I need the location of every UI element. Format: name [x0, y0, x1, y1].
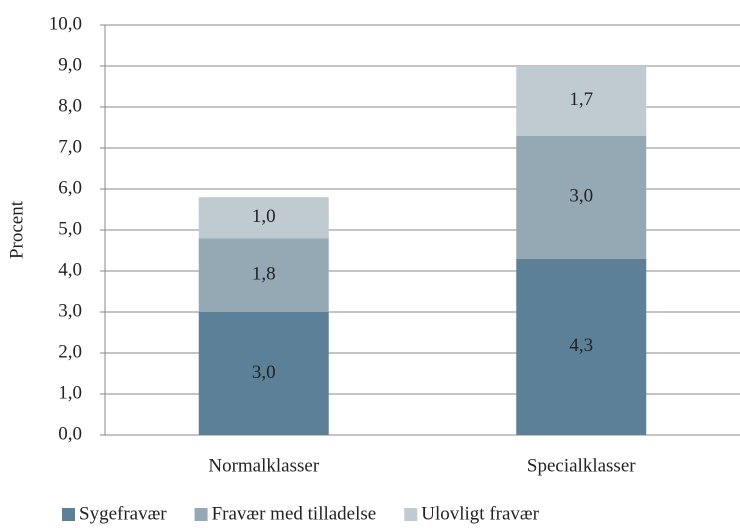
data-label: 4,3: [569, 335, 593, 356]
legend-swatch: [404, 508, 418, 521]
legend-label: Fravær med tilladelse: [212, 503, 377, 524]
bar-segment: [198, 238, 329, 312]
bar-segment: [198, 197, 329, 239]
data-label: 3,0: [569, 186, 593, 207]
y-tick-label: 7,0: [58, 136, 82, 157]
bar-segment: [198, 312, 329, 435]
bar-segment: [516, 135, 647, 259]
legend-label: Ulovligt fravær: [421, 503, 539, 524]
y-axis-label: Procent: [6, 200, 27, 259]
data-label: 1,0: [252, 206, 276, 227]
y-tick-label: 4,0: [58, 259, 82, 280]
data-label: 3,0: [252, 362, 276, 383]
bar-segment: [516, 66, 647, 136]
y-tick-label: 1,0: [58, 382, 82, 403]
legend-swatch: [194, 508, 208, 521]
y-tick-label: 0,0: [58, 423, 82, 444]
y-tick-label: 5,0: [58, 218, 82, 239]
y-tick-label: 9,0: [58, 54, 82, 75]
y-tick-label: 2,0: [58, 341, 82, 362]
x-tick-label: Specialklasser: [527, 455, 636, 476]
y-tick-label: 6,0: [58, 177, 82, 198]
y-tick-label: 3,0: [58, 300, 82, 321]
y-tick-label: 8,0: [58, 95, 82, 116]
data-label: 1,7: [569, 89, 593, 110]
bar-segment: [516, 258, 647, 435]
legend-label: Sygefravær: [79, 503, 167, 524]
y-tick-label: 10,0: [49, 13, 82, 34]
x-tick-label: Normalklasser: [208, 455, 319, 476]
data-label: 1,8: [252, 263, 276, 284]
legend-swatch: [62, 508, 75, 521]
